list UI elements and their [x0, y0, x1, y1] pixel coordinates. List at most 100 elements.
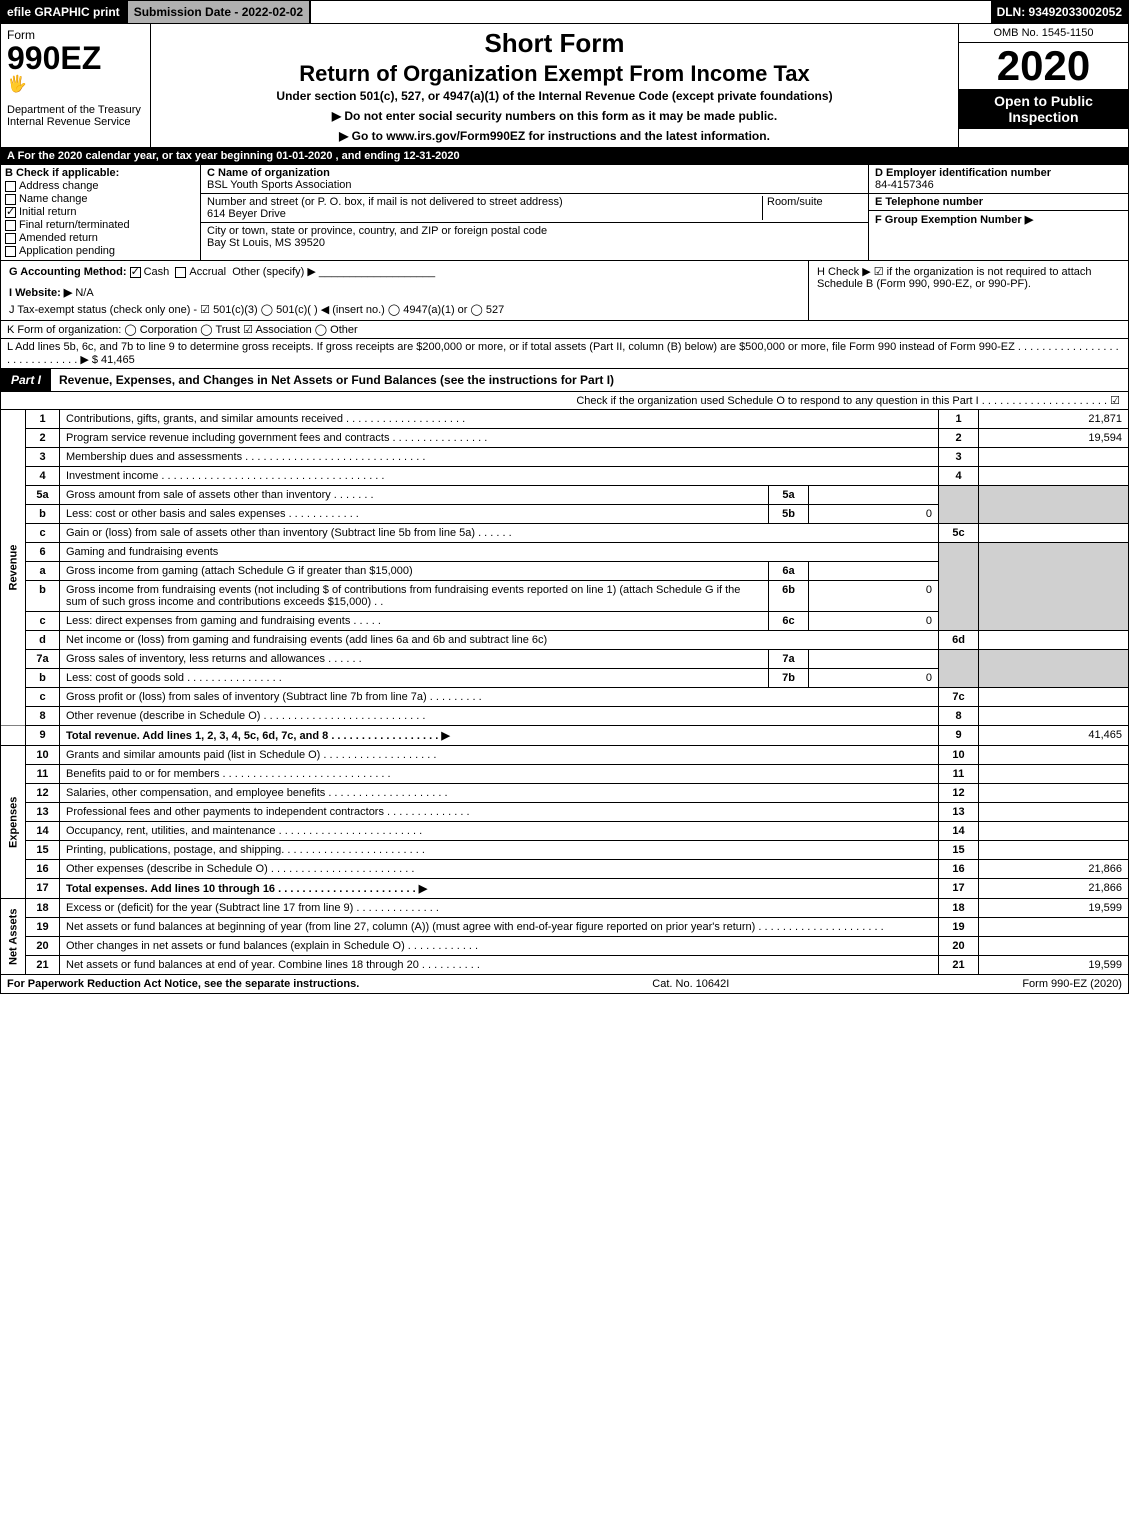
line-6a-desc: Gross income from gaming (attach Schedul… [60, 562, 769, 581]
line-21-amt: 19,599 [979, 956, 1129, 975]
short-form-title: Short Form [159, 28, 950, 59]
netassets-side-label: Net Assets [1, 899, 26, 975]
chk-amended-return[interactable]: Amended return [5, 232, 196, 244]
line-17-desc: Total expenses. Add lines 10 through 16 … [60, 879, 939, 899]
chk-cash[interactable] [130, 267, 141, 278]
line-8-num: 8 [26, 707, 60, 726]
line-20-num: 20 [26, 937, 60, 956]
line-14-amt [979, 822, 1129, 841]
j-line: J Tax-exempt status (check only one) - ☑… [9, 303, 800, 316]
chk-address-change[interactable]: Address change [5, 180, 196, 192]
line-2-desc: Program service revenue including govern… [60, 429, 939, 448]
entity-grid: B Check if applicable: Address change Na… [0, 165, 1129, 261]
line-10-amt [979, 746, 1129, 765]
line-7b-num: b [26, 669, 60, 688]
line-13-amt [979, 803, 1129, 822]
form-header-right: OMB No. 1545-1150 2020 Open to Public In… [958, 24, 1128, 147]
line-17-box: 17 [939, 879, 979, 899]
chk-name-change[interactable]: Name change [5, 193, 196, 205]
line-8-desc: Other revenue (describe in Schedule O) .… [60, 707, 939, 726]
part1-label: Part I [1, 369, 51, 391]
line-5a-subamt [809, 486, 939, 505]
line-16-box: 16 [939, 860, 979, 879]
d-value: 84-4157346 [875, 179, 934, 191]
line-7b-sub: 7b [769, 669, 809, 688]
line-9-amt: 41,465 [979, 726, 1129, 746]
revenue-side-label: Revenue [1, 410, 26, 726]
line-6c-sub: 6c [769, 612, 809, 631]
chk-application-pending[interactable]: Application pending [5, 245, 196, 257]
chk-accrual[interactable] [175, 267, 186, 278]
line-10-box: 10 [939, 746, 979, 765]
line-5b-subamt: 0 [809, 505, 939, 524]
entity-right: D Employer identification number 84-4157… [868, 165, 1128, 260]
city-value: Bay St Louis, MS 39520 [207, 237, 325, 249]
line-1-amt: 21,871 [979, 410, 1129, 429]
form-header: Form 990EZ 🖐 Department of the Treasury … [0, 24, 1129, 148]
line-4-amt [979, 467, 1129, 486]
line-19-amt [979, 918, 1129, 937]
line-7b-subamt: 0 [809, 669, 939, 688]
section-e: E Telephone number [869, 194, 1128, 211]
chk-initial-return[interactable]: Initial return [5, 206, 196, 218]
under-section: Under section 501(c), 527, or 4947(a)(1)… [159, 89, 950, 103]
line-20-amt [979, 937, 1129, 956]
goto-line: ▶ Go to www.irs.gov/Form990EZ for instru… [159, 129, 950, 143]
line-19-num: 19 [26, 918, 60, 937]
line-4-box: 4 [939, 467, 979, 486]
efile-label: efile GRAPHIC print [1, 1, 126, 23]
city-row: City or town, state or province, country… [201, 223, 868, 251]
line-8-amt [979, 707, 1129, 726]
line-3-desc: Membership dues and assessments . . . . … [60, 448, 939, 467]
top-bar: efile GRAPHIC print Submission Date - 20… [0, 0, 1129, 24]
line-5c-desc: Gain or (loss) from sale of assets other… [60, 524, 939, 543]
line-16-desc: Other expenses (describe in Schedule O) … [60, 860, 939, 879]
return-title: Return of Organization Exempt From Incom… [159, 61, 950, 87]
line-6b-num: b [26, 581, 60, 612]
part1-header: Part I Revenue, Expenses, and Changes in… [0, 369, 1129, 392]
line-6a-sub: 6a [769, 562, 809, 581]
no-ssn-line: ▶ Do not enter social security numbers o… [159, 109, 950, 123]
section-b-header: B Check if applicable: [5, 167, 196, 179]
line-7a-sub: 7a [769, 650, 809, 669]
chk-final-return[interactable]: Final return/terminated [5, 219, 196, 231]
line-7-shade-amt [979, 650, 1129, 688]
line-4-desc: Investment income . . . . . . . . . . . … [60, 467, 939, 486]
line-14-num: 14 [26, 822, 60, 841]
line-5b-desc: Less: cost or other basis and sales expe… [60, 505, 769, 524]
line-6c-desc: Less: direct expenses from gaming and fu… [60, 612, 769, 631]
street-label: Number and street (or P. O. box, if mail… [207, 196, 563, 208]
line-6d-desc: Net income or (loss) from gaming and fun… [60, 631, 939, 650]
line-18-num: 18 [26, 899, 60, 918]
line-5a-sub: 5a [769, 486, 809, 505]
form-header-left: Form 990EZ 🖐 Department of the Treasury … [1, 24, 151, 147]
line-3-box: 3 [939, 448, 979, 467]
line-11-box: 11 [939, 765, 979, 784]
line-6d-amt [979, 631, 1129, 650]
line-9-num: 9 [26, 726, 60, 746]
line-5-shade-amt [979, 486, 1129, 524]
entity-center: C Name of organization BSL Youth Sports … [201, 165, 868, 260]
line-5c-amt [979, 524, 1129, 543]
line-11-num: 11 [26, 765, 60, 784]
line-21-desc: Net assets or fund balances at end of ye… [60, 956, 939, 975]
d-label: D Employer identification number [875, 167, 1051, 179]
line-5a-desc: Gross amount from sale of assets other t… [60, 486, 769, 505]
line-7a-subamt [809, 650, 939, 669]
line-7c-box: 7c [939, 688, 979, 707]
line-7c-num: c [26, 688, 60, 707]
line-7-shade [939, 650, 979, 688]
line-18-desc: Excess or (deficit) for the year (Subtra… [60, 899, 939, 918]
line-7b-desc: Less: cost of goods sold . . . . . . . .… [60, 669, 769, 688]
line-10-num: 10 [26, 746, 60, 765]
line-11-amt [979, 765, 1129, 784]
line-1-num: 1 [26, 410, 60, 429]
line-1-desc: Contributions, gifts, grants, and simila… [60, 410, 939, 429]
line-7a-num: 7a [26, 650, 60, 669]
line-14-desc: Occupancy, rent, utilities, and maintena… [60, 822, 939, 841]
line-5a-num: 5a [26, 486, 60, 505]
part1-schedo: Check if the organization used Schedule … [0, 392, 1129, 410]
city-label: City or town, state or province, country… [207, 225, 547, 237]
line-5b-num: b [26, 505, 60, 524]
line-2-box: 2 [939, 429, 979, 448]
